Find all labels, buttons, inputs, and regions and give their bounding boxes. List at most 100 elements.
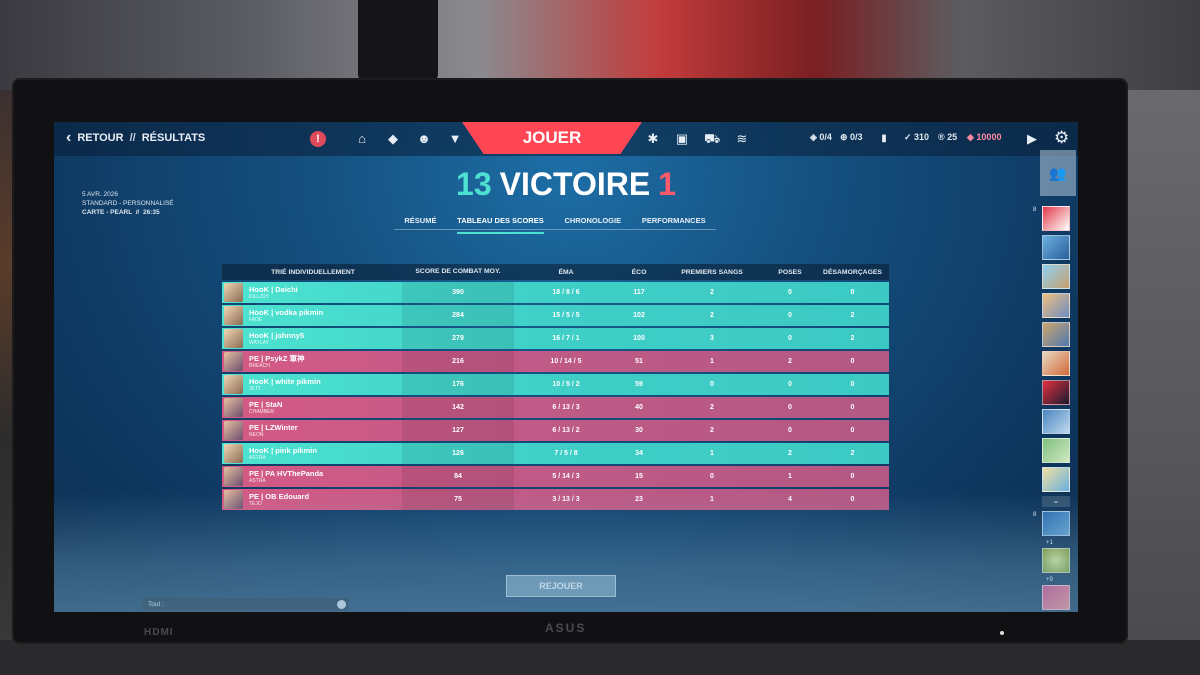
radianite-value: 310 [914,132,930,142]
chat-input[interactable]: Tout : [142,598,349,611]
eco-cell: 100 [633,334,645,342]
player-name[interactable]: HooK | Daichi [249,284,298,294]
friend-avatar[interactable] [1042,235,1070,260]
agent-avatar [224,466,243,486]
agents-icon[interactable]: ☻ [417,131,431,146]
kingdom-counter[interactable]: ® 25 [938,132,958,142]
acs-cell: 142 [402,396,514,418]
player-cell: PE | PA HVThePanda ASTRA [222,466,402,486]
header-kda[interactable]: ÉMA [558,268,574,276]
tab-performance[interactable]: PERFORMANCES [641,216,706,225]
table-row[interactable]: PE | OB Edouard TEJO 75 3 / 13 / 3 23 1 4 0 [222,488,889,510]
chat-icon[interactable] [337,600,346,609]
radianite-counter[interactable]: ✓ 310 [904,132,930,142]
player-cell: PE | PsykZ 軍神 BREACH [222,351,402,371]
result-label: VICTOIRE [499,166,651,202]
friend-avatar[interactable] [1042,438,1070,463]
friend-avatar[interactable] [1042,467,1070,492]
defuses-cell: 0 [850,403,855,411]
defuses-cell: 2 [850,449,855,457]
esports-icon[interactable]: ✱ [647,131,659,146]
chevron-down-icon[interactable]: ⌄ [1042,496,1070,507]
play-button[interactable]: JOUER [462,122,642,154]
friend-avatar[interactable] [1042,293,1070,318]
friend-avatar[interactable] [1042,264,1070,289]
match-mode: STANDARD - PERSONNALISÉ [82,200,174,207]
agent-avatar [224,374,243,394]
table-row[interactable]: HooK | vodka pikmin FADE 284 15 / 5 / 5 102 2… [222,304,889,326]
header-defuses[interactable]: DÉSAMORÇAGES [823,268,882,276]
defuses-cell: 0 [850,426,855,434]
tab-scoreboard[interactable]: TABLEAU DES SCORES [457,216,544,234]
player-cell: HooK | white pikmin JETT [222,374,402,394]
kda-cell: 15 / 5 / 5 [552,311,580,319]
store-icon[interactable]: ⛟ [704,131,721,146]
header-acs[interactable]: SCORE DE COMBAT MOY. [415,268,501,275]
friend-avatar[interactable]: 8 [1033,511,1070,536]
friend-avatar[interactable] [1042,322,1070,347]
first-bloods-cell: 2 [710,426,714,434]
player-name[interactable]: PE | PA HVThePanda [249,468,324,478]
agent-name: BREACH [249,362,270,369]
player-name[interactable]: HooK | white pikmin [249,376,321,386]
table-row[interactable]: HooK | pink pikmin ASTRA 126 7 / 5 / 8 34 1 2 2 [222,442,889,464]
table-row[interactable]: PE | PsykZ 軍神 BREACH 216 10 / 14 / 5 51 1 2 0 [222,350,889,372]
table-row[interactable]: HooK | white pikmin JETT 176 10 / 5 / 2 59 0 0… [222,373,889,395]
defuses-cell: 0 [850,472,855,480]
battlepass-icon[interactable]: ◆ [388,131,398,146]
player-name[interactable]: HooK | vodka pikmin [249,307,324,317]
friend-avatar[interactable] [1042,409,1070,434]
alert-icon[interactable]: ! [310,131,326,147]
defuses-cell: 0 [850,288,855,296]
header-player[interactable]: TRIÉ INDIVIDUELLEMENT [271,268,355,276]
video-icon[interactable]: ▶ [1027,131,1037,146]
monitor-brand: ASUS [545,621,587,635]
rank-icon[interactable]: ≋ [736,131,748,146]
header-eco[interactable]: ÉCO [631,268,647,276]
player-name[interactable]: HooK | johnny5 [249,330,305,340]
player-name[interactable]: PE | PsykZ 軍神 [249,353,305,363]
friend-avatar[interactable] [1042,548,1070,573]
missions-counter[interactable]: ◈ 0/4 [810,132,832,142]
defuses-cell: 0 [850,495,855,503]
home-icon[interactable]: ⌂ [358,131,366,146]
background-right [1120,90,1200,675]
acs-cell: 176 [402,373,514,395]
player-name[interactable]: PE | LZWinter [249,422,298,432]
weekly-counter[interactable]: ⊕ 0/3 [840,132,863,142]
valorant-points-counter[interactable]: ◆ 10000 [967,132,1002,142]
kda-cell: 7 / 5 / 8 [554,449,578,457]
plants-cell: 0 [788,403,792,411]
friend-avatar[interactable] [1042,380,1070,405]
card-icon[interactable]: ▮ [881,133,887,144]
friend-avatar[interactable] [1042,351,1070,376]
chevron-left-icon: ‹ [66,129,72,146]
replay-button[interactable]: REJOUER [506,575,616,597]
tab-summary[interactable]: RÉSUMÉ [404,216,437,225]
career-icon[interactable]: ▼ [448,131,462,146]
table-row[interactable]: HooK | johnny5 WAYLAY 279 16 / 7 / 1 100 3 0 2 [222,327,889,349]
eco-cell: 59 [635,380,643,388]
acs-cell: 126 [402,442,514,464]
table-row[interactable]: PE | LZWinter NEON 127 6 / 13 / 2 30 2 0 0 [222,419,889,441]
player-name[interactable]: HooK | pink pikmin [249,445,317,455]
header-first-bloods[interactable]: PREMIERS SANGS [681,268,743,276]
table-row[interactable]: PE | PA HVThePanda ASTRA 84 5 / 14 / 3 15 0 1 0 [222,465,889,487]
collection-icon[interactable]: ▣ [675,131,689,146]
table-row[interactable]: PE | StaN CHAMBER 142 6 / 13 / 3 40 2 0 0 [222,396,889,418]
player-name[interactable]: PE | StaN [249,399,283,409]
table-row[interactable]: HooK | Daichi KILLJOY 390 18 / 8 / 6 117 2 0 0 [222,281,889,303]
defuses-cell: 2 [850,334,855,342]
social-button[interactable]: 👥 [1040,150,1076,196]
first-bloods-cell: 2 [710,311,714,319]
player-name[interactable]: PE | OB Edouard [249,491,310,501]
header-plants[interactable]: POSES [778,268,802,276]
gear-icon[interactable]: ⚙ [1054,128,1070,147]
tab-timeline[interactable]: CHRONOLOGIE [564,216,622,225]
back-button[interactable]: ‹ RETOUR // RÉSULTATS [66,129,205,146]
agent-avatar [224,397,243,417]
party-avatar[interactable]: 8 [1033,206,1070,231]
eco-cell: 102 [633,311,645,319]
eco-cell: 117 [633,288,645,296]
friend-avatar[interactable] [1042,585,1070,610]
